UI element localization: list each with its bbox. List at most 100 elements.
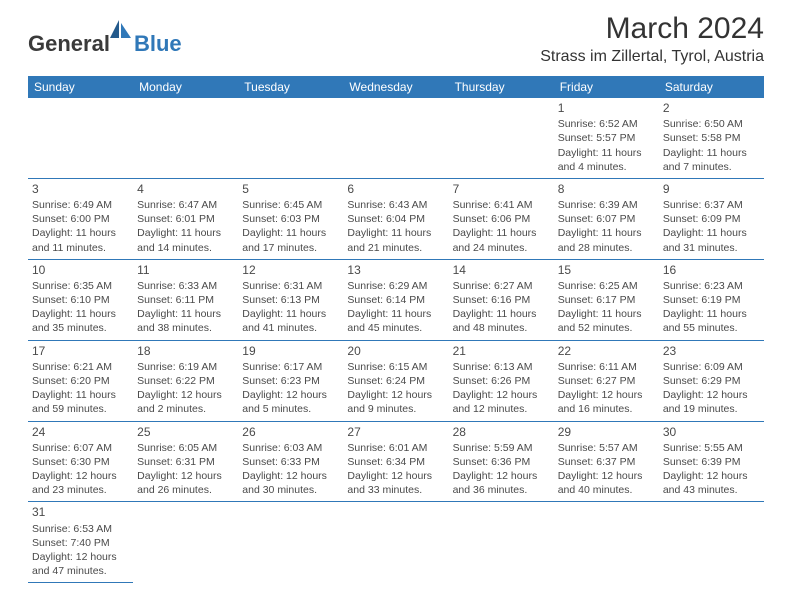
day-number: 29 bbox=[558, 424, 655, 440]
dayname-thursday: Thursday bbox=[449, 76, 554, 98]
day-number: 6 bbox=[347, 181, 444, 197]
daylight-line2: and 24 minutes. bbox=[453, 241, 550, 255]
daylight-line2: and 14 minutes. bbox=[137, 241, 234, 255]
daylight-line1: Daylight: 11 hours bbox=[137, 307, 234, 321]
calendar-cell: 22Sunrise: 6:11 AMSunset: 6:27 PMDayligh… bbox=[554, 340, 659, 421]
sunset-text: Sunset: 6:13 PM bbox=[242, 293, 339, 307]
day-number: 19 bbox=[242, 343, 339, 359]
location: Strass im Zillertal, Tyrol, Austria bbox=[540, 48, 764, 66]
daylight-line2: and 47 minutes. bbox=[32, 564, 129, 578]
dayname-saturday: Saturday bbox=[659, 76, 764, 98]
sunrise-text: Sunrise: 6:45 AM bbox=[242, 198, 339, 212]
calendar-cell: 20Sunrise: 6:15 AMSunset: 6:24 PMDayligh… bbox=[343, 340, 448, 421]
calendar-cell: 11Sunrise: 6:33 AMSunset: 6:11 PMDayligh… bbox=[133, 259, 238, 340]
calendar-cell: 12Sunrise: 6:31 AMSunset: 6:13 PMDayligh… bbox=[238, 259, 343, 340]
day-number: 4 bbox=[137, 181, 234, 197]
calendar-cell: 19Sunrise: 6:17 AMSunset: 6:23 PMDayligh… bbox=[238, 340, 343, 421]
dayname-tuesday: Tuesday bbox=[238, 76, 343, 98]
calendar-cell: 8Sunrise: 6:39 AMSunset: 6:07 PMDaylight… bbox=[554, 178, 659, 259]
sunset-text: Sunset: 7:40 PM bbox=[32, 536, 129, 550]
daylight-line2: and 31 minutes. bbox=[663, 241, 760, 255]
sunrise-text: Sunrise: 6:47 AM bbox=[137, 198, 234, 212]
sunset-text: Sunset: 6:14 PM bbox=[347, 293, 444, 307]
day-number: 11 bbox=[137, 262, 234, 278]
daylight-line1: Daylight: 11 hours bbox=[242, 226, 339, 240]
daylight-line2: and 12 minutes. bbox=[453, 402, 550, 416]
sunrise-text: Sunrise: 6:01 AM bbox=[347, 441, 444, 455]
calendar-cell-empty bbox=[133, 98, 238, 178]
day-number: 25 bbox=[137, 424, 234, 440]
sunset-text: Sunset: 6:30 PM bbox=[32, 455, 129, 469]
day-number: 18 bbox=[137, 343, 234, 359]
daylight-line2: and 48 minutes. bbox=[453, 321, 550, 335]
daylight-line2: and 19 minutes. bbox=[663, 402, 760, 416]
calendar-cell: 26Sunrise: 6:03 AMSunset: 6:33 PMDayligh… bbox=[238, 421, 343, 502]
sunrise-text: Sunrise: 6:43 AM bbox=[347, 198, 444, 212]
daylight-line1: Daylight: 11 hours bbox=[663, 226, 760, 240]
sunset-text: Sunset: 6:00 PM bbox=[32, 212, 129, 226]
sunrise-text: Sunrise: 6:31 AM bbox=[242, 279, 339, 293]
sunset-text: Sunset: 6:20 PM bbox=[32, 374, 129, 388]
sunset-text: Sunset: 6:31 PM bbox=[137, 455, 234, 469]
day-number: 3 bbox=[32, 181, 129, 197]
calendar-cell: 24Sunrise: 6:07 AMSunset: 6:30 PMDayligh… bbox=[28, 421, 133, 502]
daylight-line2: and 9 minutes. bbox=[347, 402, 444, 416]
daylight-line1: Daylight: 12 hours bbox=[558, 388, 655, 402]
calendar-cell: 9Sunrise: 6:37 AMSunset: 6:09 PMDaylight… bbox=[659, 178, 764, 259]
daylight-line1: Daylight: 12 hours bbox=[137, 469, 234, 483]
daylight-line1: Daylight: 11 hours bbox=[347, 226, 444, 240]
calendar-cell-empty bbox=[28, 98, 133, 178]
daylight-line1: Daylight: 12 hours bbox=[453, 388, 550, 402]
calendar-row: 31Sunrise: 6:53 AMSunset: 7:40 PMDayligh… bbox=[28, 502, 764, 583]
sunset-text: Sunset: 6:39 PM bbox=[663, 455, 760, 469]
daylight-line1: Daylight: 12 hours bbox=[558, 469, 655, 483]
dayname-monday: Monday bbox=[133, 76, 238, 98]
sunset-text: Sunset: 6:34 PM bbox=[347, 455, 444, 469]
sunset-text: Sunset: 6:06 PM bbox=[453, 212, 550, 226]
sunset-text: Sunset: 6:01 PM bbox=[137, 212, 234, 226]
sunrise-text: Sunrise: 6:23 AM bbox=[663, 279, 760, 293]
day-number: 14 bbox=[453, 262, 550, 278]
calendar-cell: 27Sunrise: 6:01 AMSunset: 6:34 PMDayligh… bbox=[343, 421, 448, 502]
daylight-line2: and 33 minutes. bbox=[347, 483, 444, 497]
sail-icon bbox=[110, 20, 132, 43]
sunset-text: Sunset: 6:17 PM bbox=[558, 293, 655, 307]
sunrise-text: Sunrise: 6:21 AM bbox=[32, 360, 129, 374]
daylight-line2: and 40 minutes. bbox=[558, 483, 655, 497]
calendar-cell: 30Sunrise: 5:55 AMSunset: 6:39 PMDayligh… bbox=[659, 421, 764, 502]
sunrise-text: Sunrise: 6:03 AM bbox=[242, 441, 339, 455]
dayname-friday: Friday bbox=[554, 76, 659, 98]
sunrise-text: Sunrise: 6:52 AM bbox=[558, 117, 655, 131]
sunset-text: Sunset: 6:11 PM bbox=[137, 293, 234, 307]
calendar-cell-empty bbox=[449, 98, 554, 178]
calendar-cell: 29Sunrise: 5:57 AMSunset: 6:37 PMDayligh… bbox=[554, 421, 659, 502]
sunrise-text: Sunrise: 6:37 AM bbox=[663, 198, 760, 212]
daylight-line2: and 55 minutes. bbox=[663, 321, 760, 335]
sunset-text: Sunset: 6:07 PM bbox=[558, 212, 655, 226]
sunset-text: Sunset: 6:22 PM bbox=[137, 374, 234, 388]
daylight-line1: Daylight: 12 hours bbox=[453, 469, 550, 483]
calendar-cell: 21Sunrise: 6:13 AMSunset: 6:26 PMDayligh… bbox=[449, 340, 554, 421]
sunset-text: Sunset: 6:09 PM bbox=[663, 212, 760, 226]
sunrise-text: Sunrise: 5:55 AM bbox=[663, 441, 760, 455]
sunset-text: Sunset: 6:24 PM bbox=[347, 374, 444, 388]
sunset-text: Sunset: 6:04 PM bbox=[347, 212, 444, 226]
calendar-cell: 1Sunrise: 6:52 AMSunset: 5:57 PMDaylight… bbox=[554, 98, 659, 178]
dayname-wednesday: Wednesday bbox=[343, 76, 448, 98]
calendar-cell-empty bbox=[659, 502, 764, 583]
day-number: 31 bbox=[32, 504, 129, 520]
dayname-sunday: Sunday bbox=[28, 76, 133, 98]
sunset-text: Sunset: 5:58 PM bbox=[663, 131, 760, 145]
calendar-cell-empty bbox=[343, 502, 448, 583]
daylight-line2: and 21 minutes. bbox=[347, 241, 444, 255]
calendar-cell: 2Sunrise: 6:50 AMSunset: 5:58 PMDaylight… bbox=[659, 98, 764, 178]
daylight-line2: and 26 minutes. bbox=[137, 483, 234, 497]
day-number: 22 bbox=[558, 343, 655, 359]
day-number: 23 bbox=[663, 343, 760, 359]
month-title: March 2024 bbox=[540, 12, 764, 46]
daylight-line2: and 7 minutes. bbox=[663, 160, 760, 174]
calendar-cell-empty bbox=[133, 502, 238, 583]
calendar-cell: 23Sunrise: 6:09 AMSunset: 6:29 PMDayligh… bbox=[659, 340, 764, 421]
logo-text-general: General bbox=[28, 31, 110, 57]
sunrise-text: Sunrise: 6:13 AM bbox=[453, 360, 550, 374]
